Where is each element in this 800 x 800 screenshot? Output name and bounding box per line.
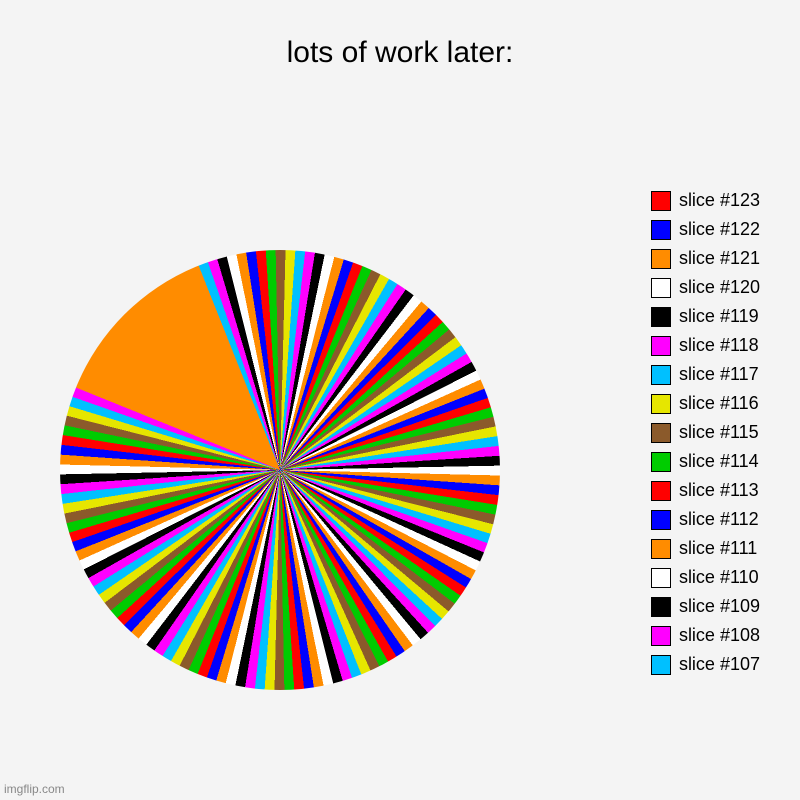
- legend-item: slice #115: [651, 422, 760, 443]
- legend-swatch: [651, 336, 671, 356]
- legend-label: slice #117: [679, 364, 759, 385]
- legend-item: slice #111: [651, 538, 760, 559]
- legend-swatch: [651, 278, 671, 298]
- legend-item: slice #117: [651, 364, 760, 385]
- legend-label: slice #116: [679, 393, 759, 414]
- legend-item: slice #120: [651, 277, 760, 298]
- chart-title: lots of work later:: [0, 36, 800, 70]
- legend-swatch: [651, 191, 671, 211]
- pie-chart: [60, 250, 500, 690]
- legend-swatch: [651, 510, 671, 530]
- legend-swatch: [651, 220, 671, 240]
- legend-swatch: [651, 597, 671, 617]
- legend-swatch: [651, 626, 671, 646]
- legend-swatch: [651, 655, 671, 675]
- legend-label: slice #111: [679, 538, 757, 559]
- legend-item: slice #107: [651, 654, 760, 675]
- legend-item: slice #114: [651, 451, 760, 472]
- legend-label: slice #114: [679, 451, 759, 472]
- legend-label: slice #112: [679, 509, 759, 530]
- legend-item: slice #110: [651, 567, 760, 588]
- legend-label: slice #120: [679, 277, 760, 298]
- legend-label: slice #113: [679, 480, 759, 501]
- legend-label: slice #109: [679, 596, 760, 617]
- legend-label: slice #115: [679, 422, 759, 443]
- legend-label: slice #119: [679, 306, 759, 327]
- legend-swatch: [651, 307, 671, 327]
- legend-swatch: [651, 423, 671, 443]
- legend-item: slice #122: [651, 219, 760, 240]
- legend-label: slice #123: [679, 190, 760, 211]
- legend-label: slice #118: [679, 335, 759, 356]
- legend-item: slice #119: [651, 306, 760, 327]
- legend-swatch: [651, 452, 671, 472]
- legend-swatch: [651, 539, 671, 559]
- watermark: imgflip.com: [4, 782, 65, 796]
- legend-swatch: [651, 249, 671, 269]
- legend-item: slice #123: [651, 190, 760, 211]
- legend-swatch: [651, 394, 671, 414]
- legend-item: slice #113: [651, 480, 760, 501]
- legend-swatch: [651, 365, 671, 385]
- legend-item: slice #108: [651, 625, 760, 646]
- legend-swatch: [651, 481, 671, 501]
- legend-swatch: [651, 568, 671, 588]
- legend-item: slice #121: [651, 248, 760, 269]
- legend: slice #123 slice #122 slice #121 slice #120…: [651, 190, 760, 675]
- legend-item: slice #109: [651, 596, 760, 617]
- legend-label: slice #107: [679, 654, 760, 675]
- legend-label: slice #110: [679, 567, 759, 588]
- legend-item: slice #112: [651, 509, 760, 530]
- legend-item: slice #118: [651, 335, 760, 356]
- legend-label: slice #121: [679, 248, 760, 269]
- legend-label: slice #108: [679, 625, 760, 646]
- legend-item: slice #116: [651, 393, 760, 414]
- legend-label: slice #122: [679, 219, 760, 240]
